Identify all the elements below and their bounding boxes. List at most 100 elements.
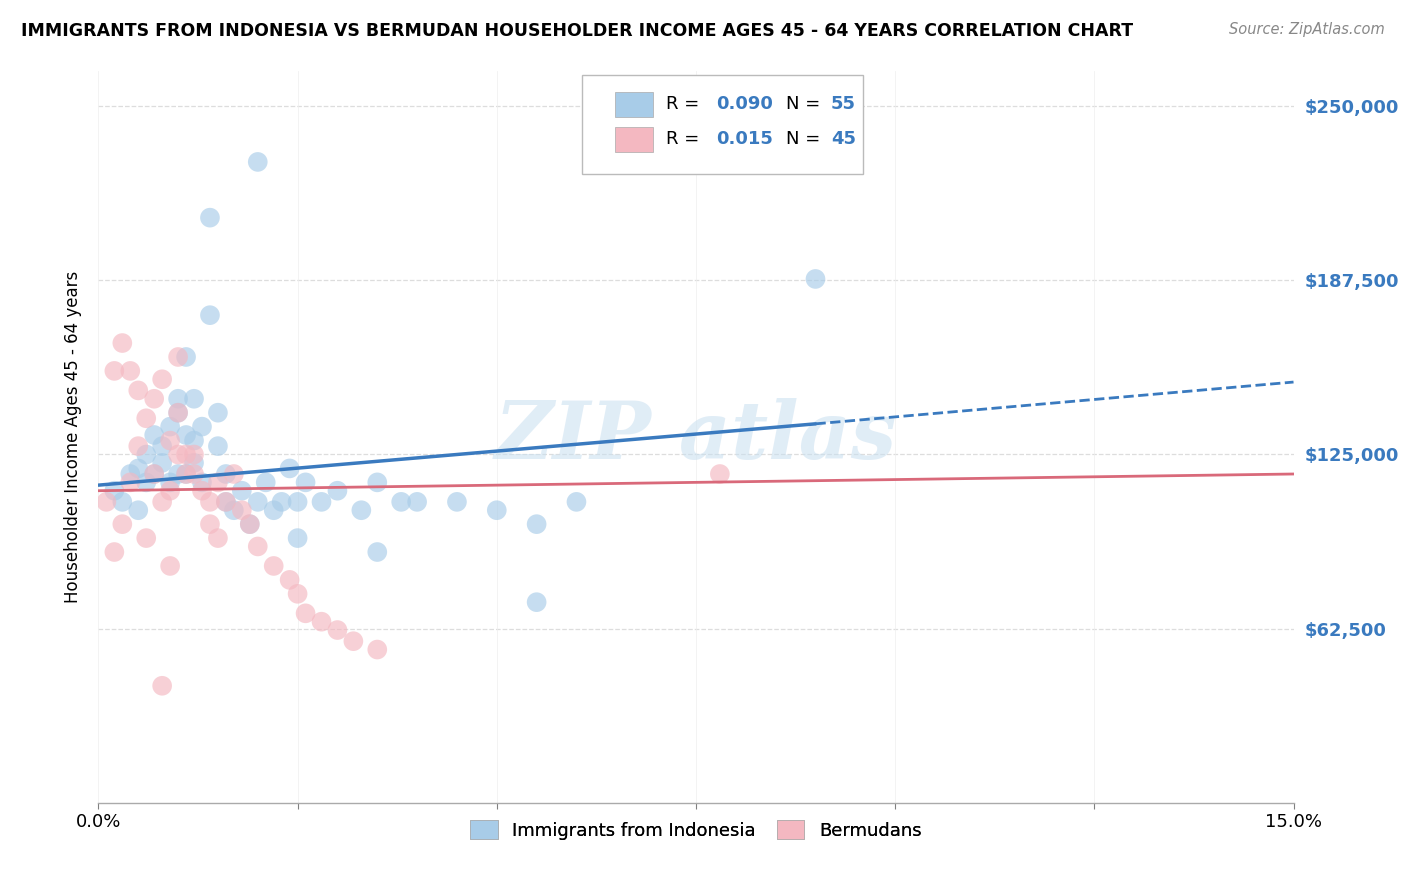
Point: [127, 384, 149, 398]
Point: [246, 155, 269, 169]
Point: [709, 467, 731, 481]
Point: [198, 211, 221, 225]
Point: [167, 448, 190, 462]
Point: [120, 467, 142, 481]
Point: [120, 364, 142, 378]
Point: [167, 467, 190, 481]
Point: [311, 495, 333, 509]
Point: [111, 495, 134, 509]
Point: [174, 467, 197, 481]
Point: [167, 406, 190, 420]
Point: [191, 475, 214, 490]
Point: [287, 587, 309, 601]
Point: [150, 439, 173, 453]
Point: [294, 475, 316, 490]
Point: [326, 483, 349, 498]
Point: [135, 411, 157, 425]
Point: [150, 372, 173, 386]
Point: [191, 483, 214, 498]
Point: [127, 503, 149, 517]
Point: [215, 495, 238, 509]
Point: [263, 558, 285, 573]
Point: [183, 392, 205, 406]
FancyBboxPatch shape: [614, 92, 652, 117]
Point: [159, 483, 181, 498]
Point: [143, 467, 166, 481]
Point: [342, 634, 364, 648]
Point: [565, 495, 588, 509]
Point: [159, 475, 181, 490]
Point: [183, 467, 205, 481]
Point: [198, 517, 221, 532]
Point: [406, 495, 429, 509]
Point: [167, 392, 190, 406]
Point: [215, 495, 238, 509]
Point: [143, 392, 166, 406]
Point: [246, 495, 269, 509]
Point: [215, 467, 238, 481]
Point: [135, 531, 157, 545]
Point: [111, 336, 134, 351]
Text: N =: N =: [786, 130, 825, 148]
Point: [239, 517, 262, 532]
Point: [254, 475, 277, 490]
Text: IMMIGRANTS FROM INDONESIA VS BERMUDAN HOUSEHOLDER INCOME AGES 45 - 64 YEARS CORR: IMMIGRANTS FROM INDONESIA VS BERMUDAN HO…: [21, 22, 1133, 40]
Point: [246, 540, 269, 554]
Point: [143, 467, 166, 481]
Point: [150, 679, 173, 693]
Text: R =: R =: [666, 130, 704, 148]
Point: [127, 439, 149, 453]
Point: [231, 503, 253, 517]
Point: [174, 350, 197, 364]
Point: [174, 467, 197, 481]
Point: [278, 461, 301, 475]
Point: [326, 623, 349, 637]
Point: [198, 308, 221, 322]
Point: [207, 475, 229, 490]
Point: [135, 475, 157, 490]
Point: [127, 461, 149, 475]
Point: [485, 503, 508, 517]
Text: 55: 55: [831, 95, 856, 113]
Point: [167, 406, 190, 420]
Point: [135, 448, 157, 462]
Text: N =: N =: [786, 95, 825, 113]
Y-axis label: Householder Income Ages 45 - 64 years: Householder Income Ages 45 - 64 years: [63, 271, 82, 603]
Point: [183, 448, 205, 462]
Point: [183, 456, 205, 470]
Point: [167, 350, 190, 364]
Point: [287, 531, 309, 545]
Point: [366, 475, 388, 490]
FancyBboxPatch shape: [582, 75, 863, 174]
Text: ZIP atlas: ZIP atlas: [495, 399, 897, 475]
Point: [174, 428, 197, 442]
Point: [294, 607, 316, 621]
Point: [263, 503, 285, 517]
Point: [222, 503, 245, 517]
Point: [526, 595, 548, 609]
Point: [804, 272, 827, 286]
Legend: Immigrants from Indonesia, Bermudans: Immigrants from Indonesia, Bermudans: [461, 811, 931, 848]
Point: [366, 545, 388, 559]
Point: [526, 517, 548, 532]
Point: [143, 428, 166, 442]
Point: [198, 495, 221, 509]
Point: [287, 495, 309, 509]
Point: [103, 545, 125, 559]
Text: 0.090: 0.090: [716, 95, 773, 113]
Point: [111, 517, 134, 532]
Point: [278, 573, 301, 587]
Point: [270, 495, 292, 509]
Text: 45: 45: [831, 130, 856, 148]
Point: [222, 467, 245, 481]
Point: [150, 456, 173, 470]
Point: [103, 483, 125, 498]
Point: [183, 434, 205, 448]
Point: [389, 495, 412, 509]
Point: [103, 364, 125, 378]
Text: 0.015: 0.015: [716, 130, 773, 148]
Point: [366, 642, 388, 657]
FancyBboxPatch shape: [614, 127, 652, 152]
Point: [150, 495, 173, 509]
Point: [207, 531, 229, 545]
